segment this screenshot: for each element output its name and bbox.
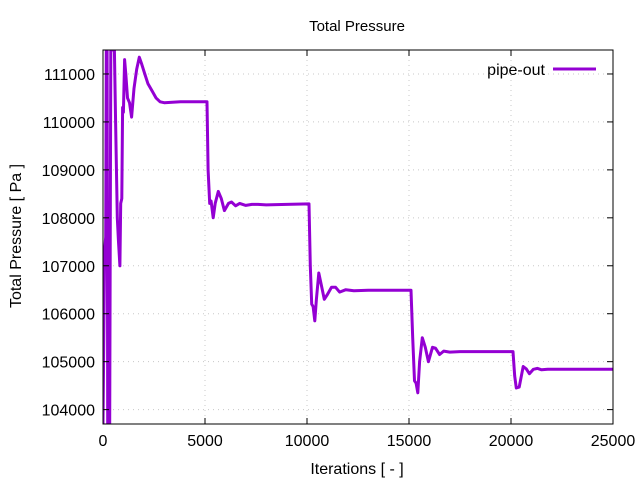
y-tick-label: 105000: [42, 355, 95, 372]
tick-labels: 0 5000 10000 15000 20000 25000 104000 105000 106…: [42, 67, 636, 450]
x-tick-label: 0: [99, 433, 108, 450]
y-axis-label: Total Pressure [ Pa ]: [8, 164, 25, 308]
x-tick-label: 5000: [187, 433, 223, 450]
legend: pipe-out: [487, 62, 596, 79]
legend-label-pipe-out: pipe-out: [487, 62, 545, 79]
grid: [103, 50, 613, 424]
x-tick-label: 25000: [591, 433, 636, 450]
x-tick-label: 15000: [387, 433, 432, 450]
x-tick-label: 10000: [285, 433, 330, 450]
chart-title: Total Pressure: [309, 18, 405, 35]
y-tick-label: 109000: [42, 163, 95, 180]
y-tick-label: 106000: [42, 307, 95, 324]
plot-frame: [102, 49, 614, 425]
ticks: [102, 50, 614, 424]
x-tick-label: 20000: [489, 433, 534, 450]
plot-area: [103, 50, 613, 424]
y-tick-label: 110000: [43, 115, 95, 132]
y-tick-label: 104000: [42, 403, 95, 420]
series-line-pipe-out: [103, 50, 613, 424]
x-axis-label: Iterations [ - ]: [310, 461, 403, 478]
y-tick-label: 111000: [44, 67, 95, 84]
y-tick-label: 108000: [42, 211, 95, 228]
y-tick-label: 107000: [42, 259, 95, 276]
